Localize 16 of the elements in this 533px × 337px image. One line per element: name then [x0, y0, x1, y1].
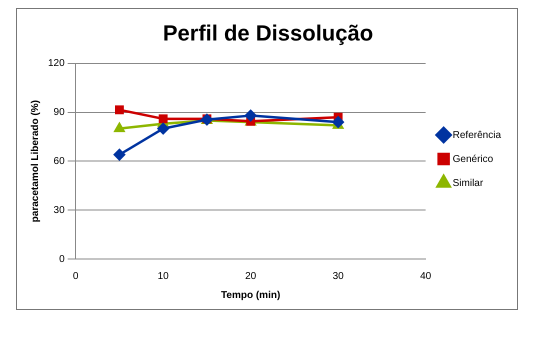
y-tick-label: 60: [54, 156, 66, 167]
x-tick-label: 40: [420, 270, 432, 282]
y-tick-label: 0: [59, 254, 66, 265]
y-tick-label: 120: [48, 58, 66, 70]
y-tick-label: 30: [54, 204, 66, 216]
x-tick-label: 20: [245, 270, 257, 282]
chart-title: Perfil de Dissolução: [162, 20, 374, 46]
legend-label: Referência: [452, 130, 502, 141]
legend-label: Genérico: [452, 154, 494, 165]
x-tick-label: 30: [332, 270, 344, 282]
y-tick-label: 90: [54, 107, 66, 118]
legend-label: Similar: [452, 178, 484, 189]
x-tick-label: 10: [158, 270, 170, 282]
y-axis-title: paracetamol Liberado (%): [30, 100, 41, 222]
x-axis-title: Tempo (min): [221, 290, 280, 301]
x-tick-label: 0: [72, 270, 79, 282]
